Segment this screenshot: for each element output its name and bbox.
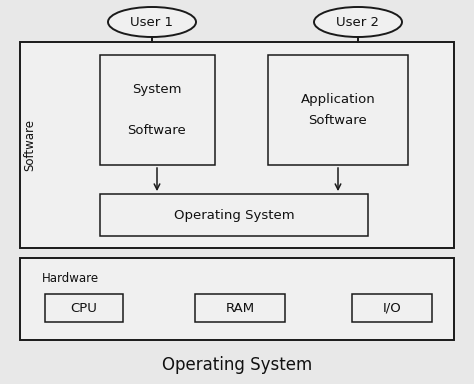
Bar — [100, 194, 368, 236]
Bar — [195, 294, 285, 322]
Bar — [20, 42, 454, 248]
Ellipse shape — [108, 7, 196, 37]
Text: Hardware: Hardware — [42, 272, 99, 285]
Text: User 2: User 2 — [337, 15, 380, 28]
Text: Software: Software — [24, 119, 36, 171]
Text: RAM: RAM — [226, 301, 255, 314]
Bar — [268, 55, 408, 165]
Ellipse shape — [314, 7, 402, 37]
Bar — [100, 55, 215, 165]
Text: User 1: User 1 — [130, 15, 173, 28]
Text: I/O: I/O — [383, 301, 401, 314]
Bar — [352, 294, 432, 322]
Bar — [45, 294, 123, 322]
Text: Application
Software: Application Software — [301, 93, 375, 127]
Text: System

Software: System Software — [128, 83, 186, 137]
Bar — [20, 258, 454, 340]
Text: Operating System: Operating System — [162, 356, 312, 374]
Text: Operating System: Operating System — [173, 209, 294, 222]
Text: CPU: CPU — [71, 301, 98, 314]
